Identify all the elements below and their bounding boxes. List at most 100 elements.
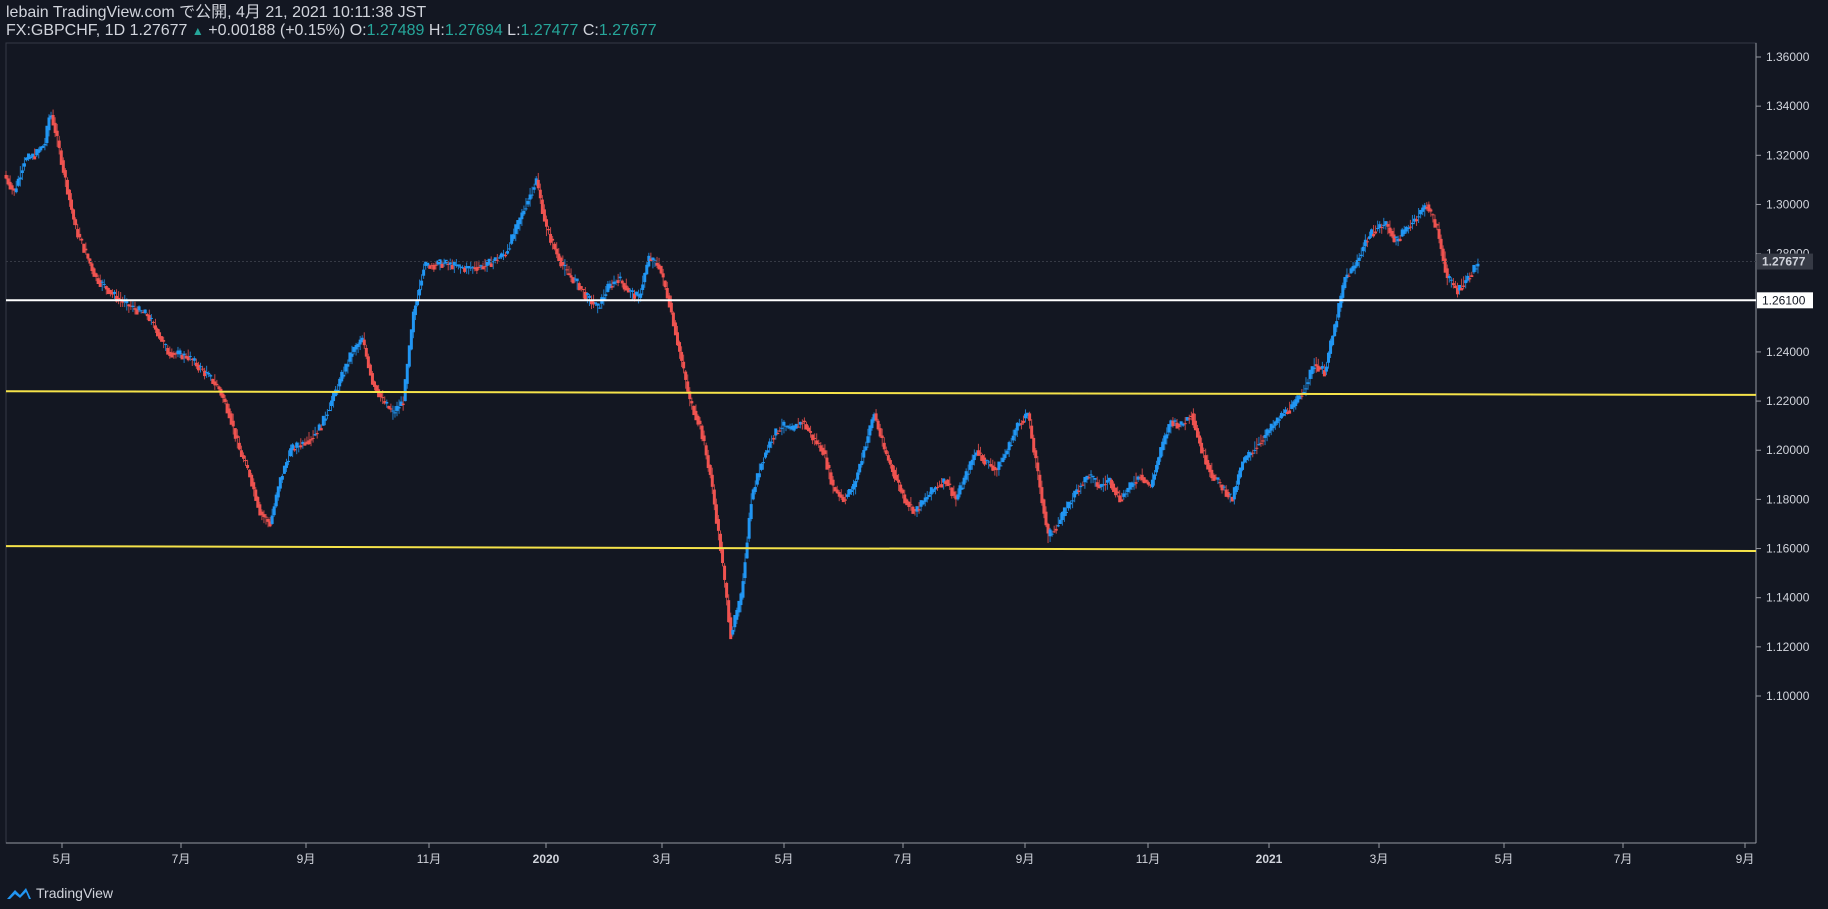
candle-body: [276, 486, 280, 498]
candle-body: [241, 455, 245, 459]
candle-body: [647, 255, 651, 267]
candle-body: [641, 284, 645, 290]
candle-body: [1142, 477, 1146, 484]
candle-body: [966, 473, 970, 475]
candle-body: [1374, 231, 1378, 234]
candle-body: [6, 178, 10, 185]
candle-body: [137, 306, 141, 311]
candle-body: [1173, 420, 1177, 422]
candle-body: [788, 426, 792, 429]
candle-body: [960, 487, 964, 490]
candle-body: [1200, 442, 1204, 454]
candle-body: [626, 288, 630, 293]
time-tick-label: 9月: [297, 852, 316, 866]
candle-body: [1212, 474, 1216, 481]
candle-body: [373, 381, 376, 387]
candle-body: [1210, 469, 1214, 479]
candle-body: [1361, 246, 1365, 252]
candle-body: [1152, 474, 1156, 480]
price-labels: 1.27677 1.26100: [1757, 253, 1813, 309]
candle-body: [770, 441, 774, 443]
candle-body: [1425, 206, 1429, 209]
candle-body: [616, 280, 620, 283]
candle-body: [176, 350, 180, 354]
candle-body: [155, 328, 159, 337]
candle-body: [287, 460, 291, 463]
candle-body: [113, 291, 117, 294]
candle-body: [917, 509, 921, 511]
candle-body: [256, 496, 260, 508]
candle-body: [190, 358, 194, 360]
candle-body: [332, 391, 336, 402]
candle-body: [1028, 413, 1032, 421]
price-tick-label: 1.20000: [1766, 443, 1810, 457]
candle-body: [211, 378, 215, 384]
candle-body: [823, 450, 827, 455]
candle-body: [645, 264, 649, 275]
candle-body: [436, 260, 440, 265]
candle-body: [680, 351, 684, 361]
candle-body: [65, 179, 69, 195]
candle-body: [755, 473, 759, 485]
candle-body: [911, 506, 915, 514]
candle-body: [594, 302, 598, 304]
candle-body: [1238, 467, 1242, 478]
horizontal-line-badge-label: 1.26100: [1762, 293, 1806, 307]
candle-body: [708, 464, 712, 475]
candle-body: [1412, 218, 1416, 222]
candle-body: [1179, 421, 1183, 425]
candle-body: [682, 361, 686, 369]
candle-body: [1130, 482, 1134, 488]
candle-body: [360, 337, 364, 343]
candle-body: [1136, 476, 1140, 480]
candle-body: [983, 457, 987, 465]
candle-body: [796, 426, 800, 428]
candle-body: [135, 309, 139, 315]
candle-body: [923, 497, 927, 502]
candle-body: [1335, 321, 1339, 328]
candle-body: [825, 457, 829, 470]
candle-body: [1177, 423, 1181, 427]
candle-body: [1468, 278, 1472, 280]
candle-body: [1415, 219, 1419, 222]
candle-body: [479, 265, 483, 267]
candle-body: [706, 455, 710, 469]
candle-body: [127, 304, 131, 307]
candle-body: [817, 442, 821, 444]
candle-body: [1367, 236, 1371, 239]
candle-body: [225, 403, 229, 414]
candle-body: [375, 385, 379, 393]
candle-body: [907, 501, 911, 507]
candle-body: [1095, 482, 1099, 487]
candle-body: [727, 600, 731, 623]
candle-body: [575, 278, 579, 282]
candle-body: [729, 617, 733, 640]
price-tick-label: 1.32000: [1766, 148, 1810, 162]
candle-body: [172, 352, 176, 355]
candle-body: [612, 281, 616, 285]
candle-body: [12, 188, 16, 191]
candle-body: [493, 257, 497, 261]
candle-body: [1306, 382, 1310, 384]
candle-body: [1077, 490, 1081, 493]
up-triangle-icon: ▲: [191, 24, 204, 38]
candle-body: [35, 149, 39, 156]
candle-body: [1034, 450, 1038, 459]
candle-body: [880, 435, 884, 439]
candle-body: [637, 294, 641, 297]
candle-body: [540, 199, 544, 215]
symbol-label: FX:GBPCHF, 1D: [6, 22, 126, 39]
candle-body: [602, 297, 606, 300]
candle-body: [72, 209, 76, 220]
candle-body: [497, 257, 501, 259]
candle-body: [1001, 457, 1005, 463]
candle-body: [1451, 283, 1455, 286]
candle-body: [33, 156, 37, 160]
candle-body: [1314, 364, 1318, 367]
candle-body: [678, 342, 682, 352]
candle-body: [759, 463, 763, 470]
candle-body: [864, 446, 868, 451]
candle-body: [1110, 479, 1113, 489]
candle-body: [1155, 464, 1159, 473]
